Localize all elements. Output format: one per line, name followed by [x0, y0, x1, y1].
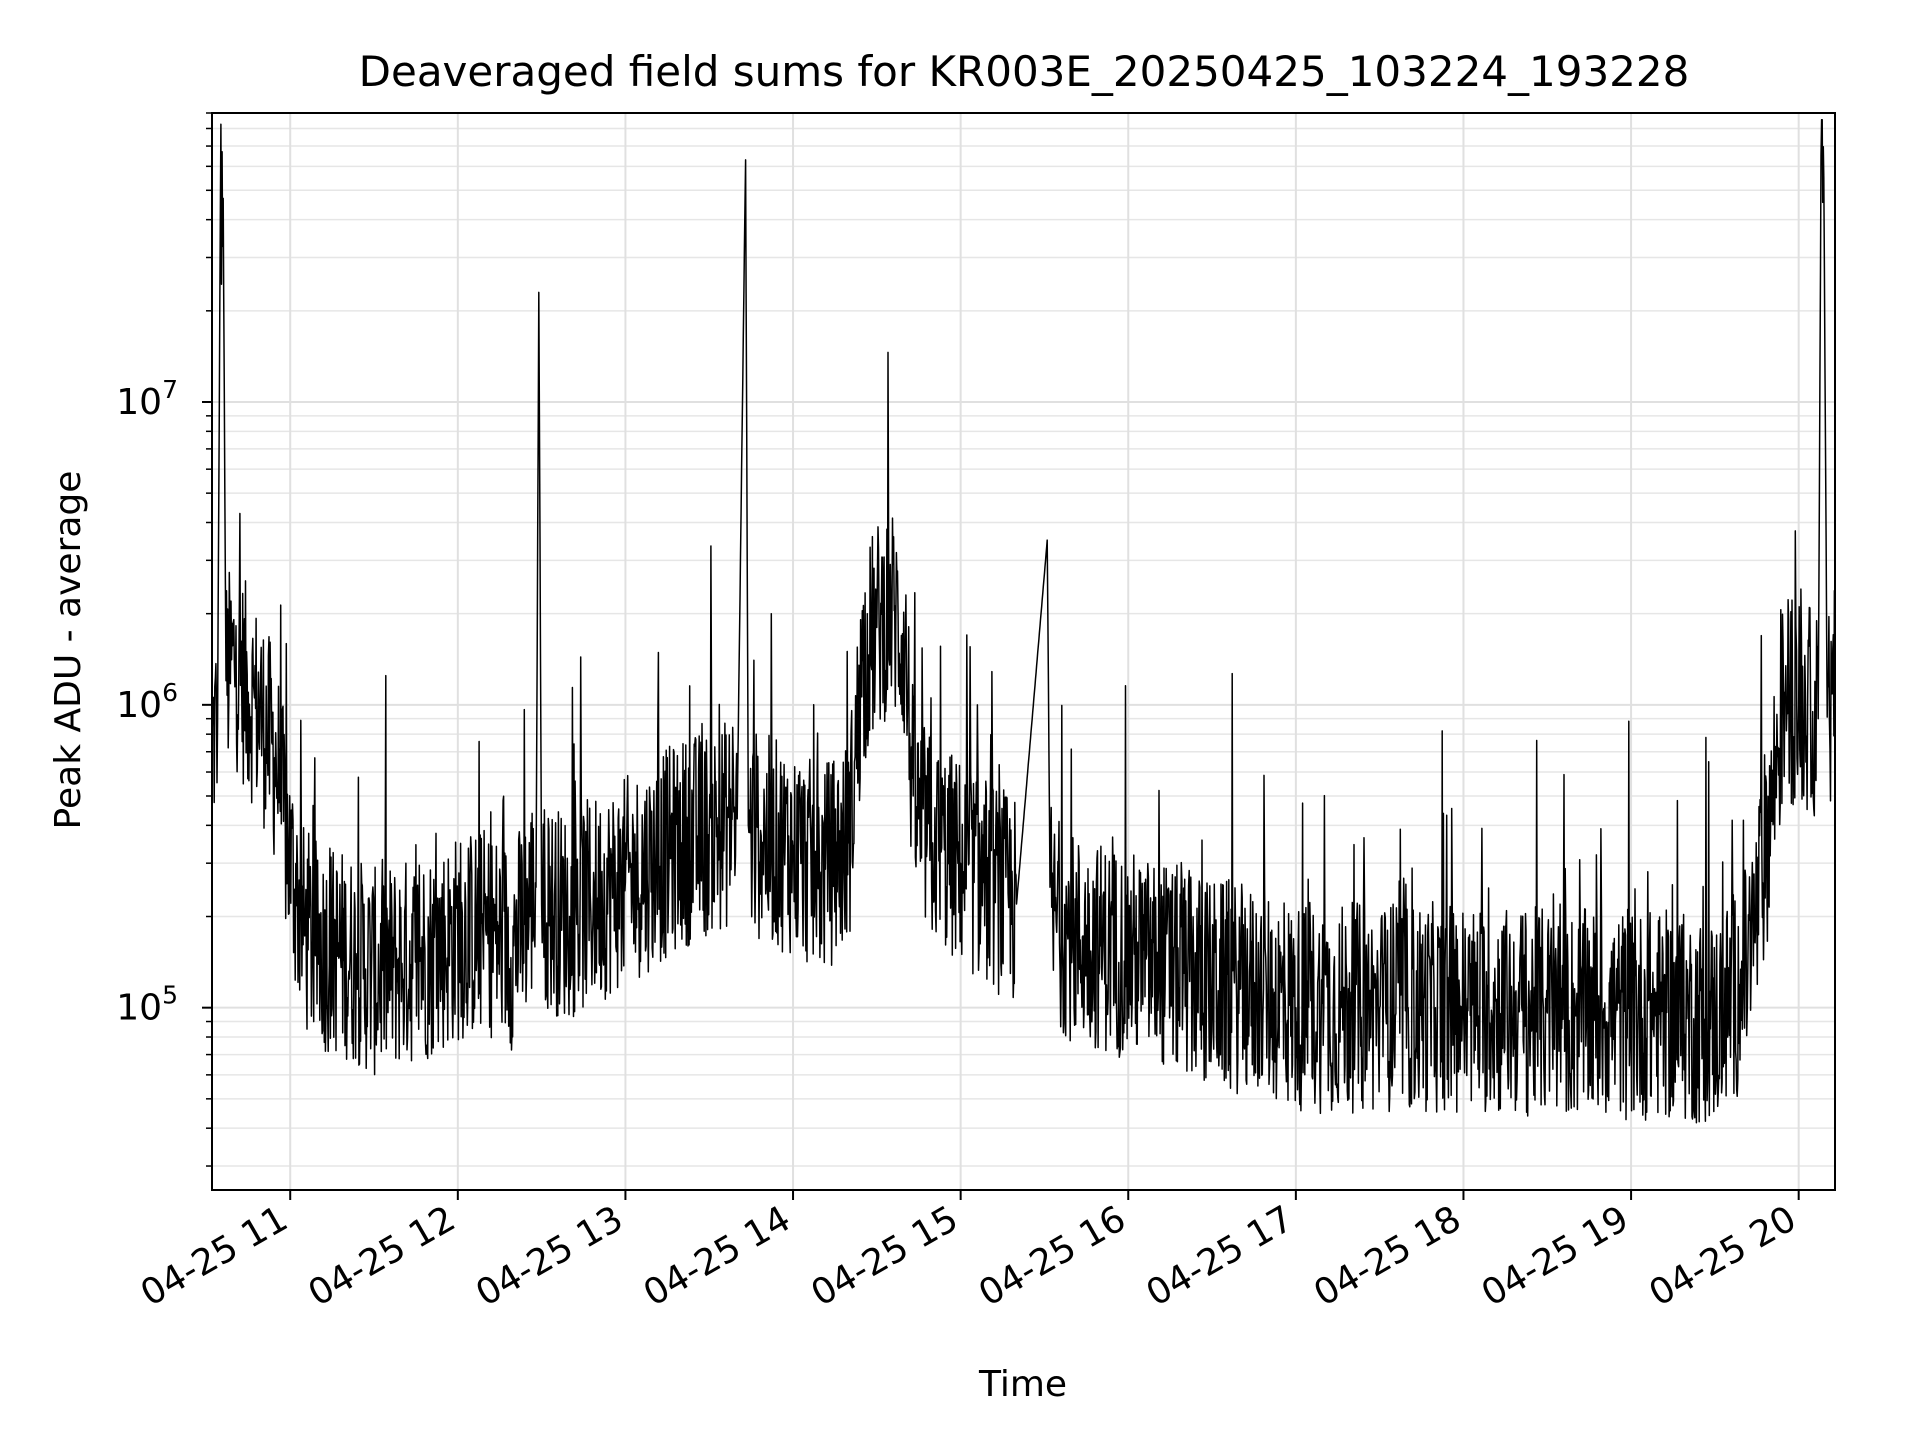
chart-title: Deaveraged field sums for KR003E_2025042… [359, 47, 1690, 96]
series-line [211, 118, 1836, 1124]
x-axis-label: Time [978, 1364, 1067, 1405]
y-tick-label: 107 [116, 375, 178, 423]
plot-frame [211, 112, 1836, 1191]
y-tick-label: 106 [116, 678, 178, 726]
y-tick-label: 105 [116, 981, 178, 1029]
y-axis-label: Peak ADU - average [48, 471, 89, 830]
y-axis: 105 106 107 [116, 112, 212, 1167]
